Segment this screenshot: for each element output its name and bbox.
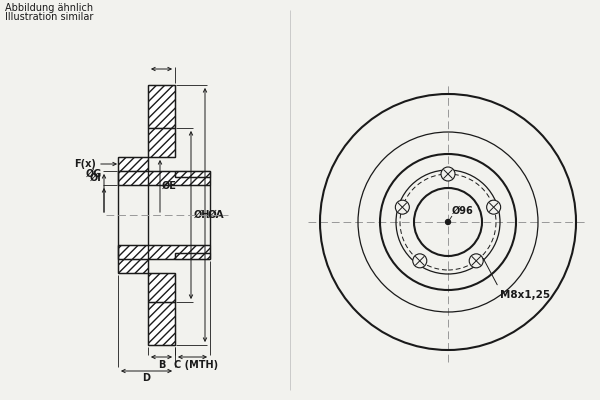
Text: C (MTH): C (MTH) [175, 360, 218, 370]
Text: Ø96: Ø96 [452, 206, 474, 216]
Text: ØA: ØA [208, 210, 224, 220]
Polygon shape [175, 171, 210, 177]
Polygon shape [118, 259, 148, 273]
Polygon shape [148, 302, 175, 345]
Text: Illustration similar: Illustration similar [5, 12, 94, 22]
Circle shape [413, 254, 427, 268]
Text: ØI: ØI [90, 173, 102, 183]
Polygon shape [148, 128, 175, 157]
Polygon shape [175, 253, 210, 259]
Polygon shape [118, 245, 210, 259]
Circle shape [487, 200, 500, 214]
Text: Abbildung ähnlich: Abbildung ähnlich [5, 3, 93, 13]
Polygon shape [118, 157, 148, 171]
Polygon shape [118, 171, 210, 185]
Text: D: D [143, 373, 151, 383]
Circle shape [395, 200, 409, 214]
Polygon shape [148, 85, 175, 128]
Polygon shape [148, 273, 175, 302]
Circle shape [441, 167, 455, 181]
Text: B: B [158, 360, 165, 370]
Text: ØE: ØE [162, 181, 177, 191]
Text: F(x): F(x) [74, 159, 96, 169]
Circle shape [469, 254, 483, 268]
Circle shape [445, 220, 451, 224]
Text: ØG: ØG [86, 169, 102, 179]
Text: M8x1,25: M8x1,25 [483, 258, 550, 300]
Text: ØH: ØH [194, 210, 211, 220]
